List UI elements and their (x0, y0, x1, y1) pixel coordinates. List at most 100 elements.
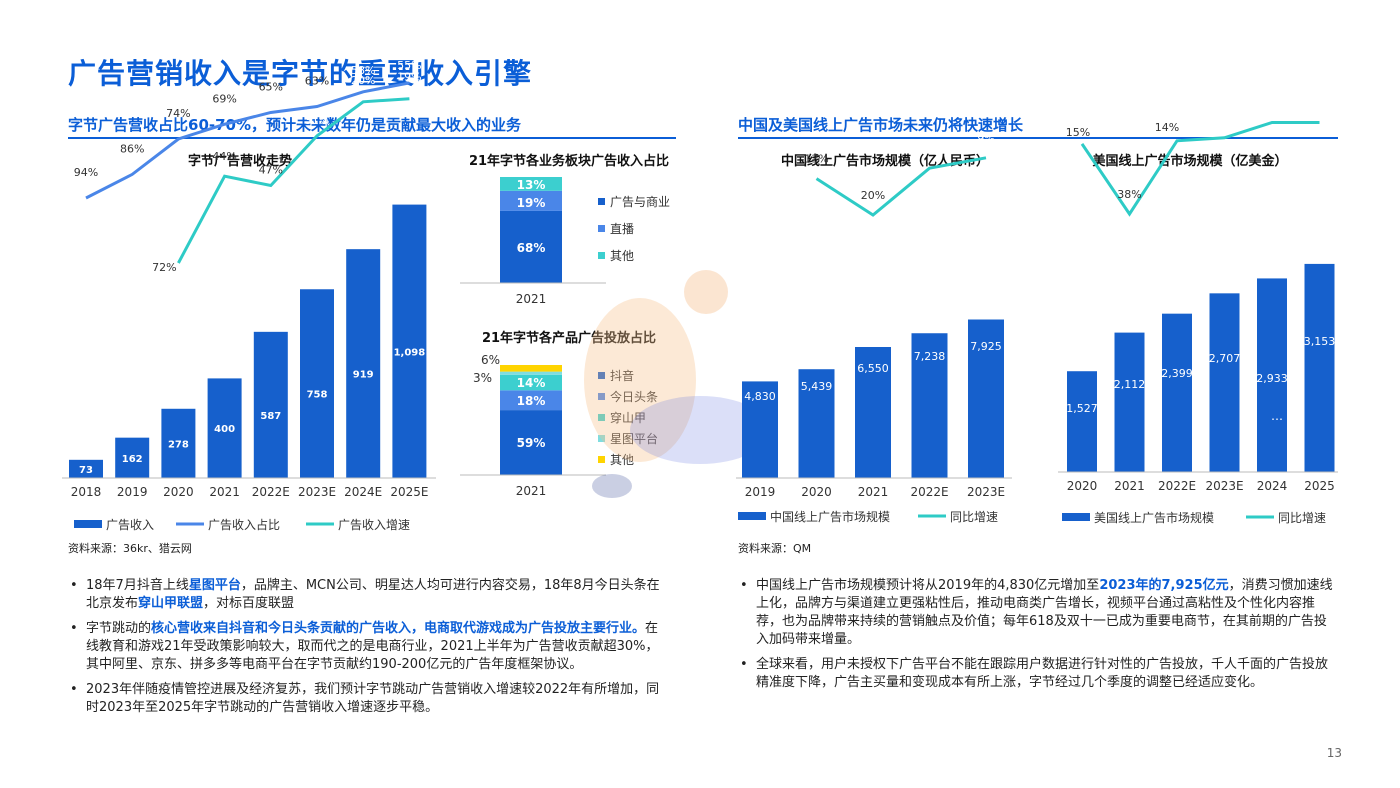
legend-label: 直播 (610, 222, 634, 236)
growth-point-label: 19% (397, 71, 421, 84)
market-bar (1304, 263, 1335, 472)
left-bullet-3: 2023年伴随疫情管控进展及经济复苏，我们预计字节跳动广告营销收入增速较2022… (66, 681, 666, 717)
left-source: 资料来源：36kr、猎云网 (68, 542, 192, 555)
segment-label: 14% (517, 376, 546, 390)
growth-line (177, 97, 410, 264)
legend-swatch (598, 225, 605, 232)
segment-label: 3% (473, 371, 492, 385)
page-title: 广告营销收入是字节的重要收入引擎 (68, 57, 533, 90)
chart-title-china: 中国线上广告市场规模（亿人民币） (780, 154, 989, 169)
ratio-line (85, 81, 410, 200)
market-bar-label: 2,707 (1209, 352, 1241, 365)
legend-label-china: 中国线上广告市场规模 (770, 509, 890, 524)
revenue-bar-label: 1,098 (394, 347, 426, 358)
x-tick-label: 2020 (801, 485, 832, 499)
stacked-segment (500, 410, 562, 475)
market-bar-label: 3,153 (1304, 335, 1336, 348)
ratio-point-label: 74% (166, 107, 190, 120)
legend-swatch-us (1062, 513, 1090, 521)
left-bullet-1: 18年7月抖音上线星图平台，品牌主、MCN公司、明星达人均可进行内容交易，18年… (66, 577, 666, 613)
ratio-point-label: 63% (305, 75, 329, 88)
legend-label: 今日头条 (610, 389, 658, 404)
right-subtitle-underline (738, 137, 1338, 139)
right-bullet-list: 中国线上广告市场规模预计将从2019年的4,830亿元增加至2023年的7,92… (736, 577, 1336, 699)
ratio-point-label: 86% (120, 142, 144, 155)
revenue-bar-label: 400 (214, 424, 235, 435)
revenue-bar (300, 289, 334, 478)
growth-point-label: 14% (1155, 121, 1179, 134)
stacked-segment (500, 365, 562, 372)
revenue-bar (69, 459, 103, 478)
legend-label: 广告与商业 (610, 194, 670, 209)
legend-swatch (598, 372, 605, 379)
revenue-bar-label: 73 (79, 465, 93, 476)
segment-label: 6% (481, 353, 500, 367)
stacked-segment (500, 190, 562, 211)
market-bar (1114, 332, 1145, 472)
market-bar (1257, 278, 1287, 472)
right-bullet-1: 中国线上广告市场规模预计将从2019年的4,830亿元增加至2023年的7,92… (736, 577, 1336, 649)
legend-label-us-growth: 同比增速 (1278, 511, 1326, 525)
x-tick-label: 2021 (1114, 479, 1145, 493)
market-bar (911, 333, 948, 478)
x-tick-label: 2019 (745, 485, 776, 499)
ratio-point-label: 69% (212, 92, 236, 105)
market-bar-label: 2,112 (1114, 378, 1146, 391)
x-tick-label: 2023E (298, 485, 336, 499)
market-bar (1067, 371, 1097, 472)
legend-label-revenue: 广告收入 (106, 518, 154, 532)
decorative-figure-torso (584, 298, 696, 462)
market-bar-label: 2,933 (1256, 372, 1288, 385)
market-bar (1209, 293, 1240, 472)
market-bar (798, 369, 835, 478)
revenue-bar-label: 919 (353, 370, 374, 381)
chart-title-product-share: 21年字节各产品广告投放占比 (481, 331, 657, 346)
legend-swatch (598, 252, 605, 259)
growth-point-label: 11% (917, 142, 941, 155)
ratio-point-label: 55% (397, 59, 421, 72)
ratio-point-label: 94% (74, 166, 98, 179)
x-tick-label: 2021 (858, 485, 889, 499)
growth-point-label: 72% (152, 261, 176, 274)
x-tick-label: 2020 (1067, 479, 1098, 493)
stacked-segment (500, 390, 562, 411)
revenue-bar-label: 587 (260, 411, 281, 422)
market-bar-label: 7,238 (914, 350, 946, 363)
x-tick-label: 2021 (516, 484, 547, 498)
left-bullet-2: 字节跳动的核心营收来自抖音和今日头条贡献的广告收入，电商取代游戏成为广告投放主要… (66, 620, 666, 674)
growth-point-label: 20% (351, 74, 375, 87)
growth-line (1080, 121, 1320, 217)
market-bar (1162, 313, 1192, 472)
legend-swatch-revenue (74, 520, 102, 528)
segment-label: 18% (517, 394, 546, 408)
legend-swatch (598, 198, 605, 205)
revenue-bar-label: 162 (122, 454, 143, 465)
market-bar-label: 4,830 (744, 390, 776, 403)
legend-swatch (598, 435, 605, 442)
growth-point-label: 15% (1066, 126, 1090, 139)
stacked-segment (500, 374, 562, 391)
growth-point-label: 9% (977, 132, 994, 145)
revenue-bar (253, 331, 288, 478)
growth-point-label: 44% (212, 150, 236, 163)
legend-label: 其他 (610, 453, 634, 467)
decorative-figure-shoe (592, 474, 632, 498)
legend-swatch (598, 414, 605, 421)
left-bullet-list: 18年7月抖音上线星图平台，品牌主、MCN公司、明星达人均可进行内容交易，18年… (66, 577, 666, 724)
right-bullet-2: 全球来看，用户未授权下广告平台不能在跟踪用户数据进行针对性的广告投放，千人千面的… (736, 656, 1336, 692)
legend-label: 穿山甲 (610, 410, 646, 425)
x-tick-label: 2021 (516, 292, 547, 306)
growth-point-label: 38% (1117, 188, 1141, 201)
legend-label-us: 美国线上广告市场规模 (1094, 510, 1214, 525)
segment-label: 68% (517, 241, 546, 255)
segment-label: 19% (517, 196, 546, 210)
stacked-segment (500, 371, 562, 375)
x-tick-label: 2025 (1304, 479, 1335, 493)
legend-label: 抖音 (610, 368, 634, 383)
chart-title-business-share: 21年字节各业务板块广告收入占比 (468, 154, 670, 169)
right-subtitle: 中国及美国线上广告市场未来仍将快速增长 (738, 116, 1024, 134)
x-tick-label: 2024 (1257, 479, 1288, 493)
revenue-bar (392, 204, 427, 478)
market-bar (742, 381, 778, 478)
legend-swatch (598, 456, 605, 463)
